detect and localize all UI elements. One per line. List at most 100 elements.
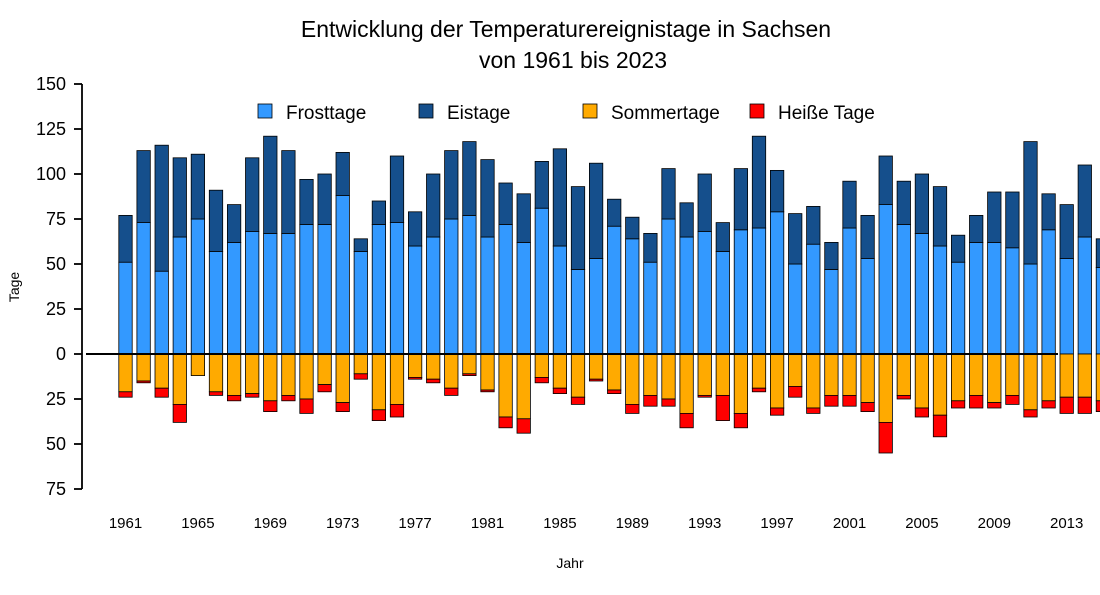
legend-label: Heiße Tage (778, 103, 875, 124)
bar-sommertage-1987 (589, 353, 604, 380)
bar-eistage-2011 (1023, 141, 1038, 265)
bar-sommertage-1970 (281, 353, 296, 396)
x-tick-label: 1981 (471, 515, 504, 532)
bar-sommertage-1983 (516, 353, 531, 420)
bar-eistage-1977 (407, 211, 423, 247)
bar-eistage-1998 (788, 213, 803, 265)
bar-eistage-2014 (1077, 164, 1092, 238)
bar-eistage-2015 (1095, 238, 1100, 269)
bar-heisse-tage-2013 (1059, 396, 1074, 414)
bar-sommertage-1996 (751, 353, 767, 389)
legend-label: Eistage (447, 103, 510, 124)
bar-frosttage-2002 (860, 258, 875, 355)
bar-eistage-2008 (969, 214, 984, 243)
bar-eistage-1969 (263, 135, 278, 234)
bar-frosttage-1985 (552, 245, 568, 355)
y-tick-label: 75 (46, 209, 66, 229)
bar-frosttage-2004 (896, 223, 911, 355)
bar-frosttage-2000 (824, 268, 839, 355)
bar-heisse-tage-2011 (1023, 409, 1038, 418)
bar-frosttage-1969 (263, 232, 278, 355)
bar-heisse-tage-1990 (643, 394, 658, 407)
bar-frosttage-1997 (770, 211, 785, 355)
bar-frosttage-1963 (154, 270, 169, 355)
bar-frosttage-1970 (281, 232, 296, 355)
legend-swatch (418, 103, 434, 119)
bar-frosttage-1982 (498, 223, 513, 355)
bar-heisse-tage-1977 (407, 376, 423, 380)
bar-sommertage-2006 (932, 353, 948, 416)
bar-eistage-2005 (914, 173, 930, 234)
x-tick-label: 1993 (688, 515, 721, 532)
bar-eistage-1979 (444, 150, 459, 220)
bar-eistage-1980 (462, 141, 477, 216)
bar-eistage-1966 (208, 189, 224, 252)
bar-eistage-2003 (878, 155, 893, 205)
bar-heisse-tage-1968 (245, 393, 260, 398)
bar-frosttage-1973 (335, 195, 350, 355)
bars-group (118, 135, 1100, 454)
bar-frosttage-2013 (1059, 258, 1074, 355)
bar-sommertage-1993 (697, 353, 712, 396)
bar-sommertage-2000 (824, 353, 839, 396)
bar-frosttage-1988 (607, 225, 622, 355)
bar-sommertage-1999 (806, 353, 821, 409)
bar-heisse-tage-1991 (661, 398, 676, 407)
bar-sommertage-1995 (733, 353, 749, 414)
bar-heisse-tage-1981 (480, 389, 495, 393)
bar-sommertage-2009 (987, 353, 1002, 403)
y-tick-label: 150 (36, 74, 66, 94)
bar-heisse-tage-1963 (154, 387, 169, 398)
bar-frosttage-1980 (462, 214, 477, 355)
bar-heisse-tage-1982 (498, 416, 513, 429)
bar-eistage-1965 (190, 153, 205, 220)
y-tick-label: 75 (46, 479, 66, 499)
bar-frosttage-1992 (679, 236, 694, 355)
bar-sommertage-1991 (661, 353, 676, 400)
bar-sommertage-1967 (226, 353, 242, 396)
bar-frosttage-2012 (1041, 229, 1056, 355)
bar-eistage-2006 (932, 186, 948, 247)
bar-eistage-1968 (245, 157, 260, 233)
bar-frosttage-1972 (317, 223, 332, 355)
bar-heisse-tage-1969 (263, 400, 278, 412)
bar-eistage-1981 (480, 159, 495, 238)
bar-heisse-tage-2008 (969, 394, 984, 409)
bar-eistage-2012 (1041, 193, 1056, 231)
bar-frosttage-2011 (1023, 263, 1038, 355)
bar-eistage-2001 (842, 180, 857, 229)
bar-sommertage-1966 (208, 353, 224, 393)
x-tick-label: 2005 (905, 515, 938, 532)
bar-frosttage-1977 (407, 245, 423, 355)
bar-eistage-1985 (552, 148, 568, 247)
bar-frosttage-1967 (226, 241, 242, 355)
bar-sommertage-1992 (679, 353, 694, 414)
bar-heisse-tage-1993 (697, 394, 712, 398)
bar-frosttage-1984 (534, 207, 549, 355)
bar-heisse-tage-1970 (281, 394, 296, 402)
bar-sommertage-1975 (371, 353, 387, 411)
bar-eistage-2009 (987, 191, 1002, 243)
bar-eistage-1971 (299, 178, 314, 225)
y-axis-label: Tage (6, 272, 22, 303)
bar-sommertage-1994 (715, 353, 730, 396)
bar-heisse-tage-1992 (679, 412, 694, 429)
bar-eistage-1984 (534, 160, 549, 209)
bar-frosttage-2015 (1095, 267, 1100, 355)
bar-frosttage-1998 (788, 263, 803, 355)
bar-heisse-tage-2001 (842, 394, 857, 407)
bar-eistage-1970 (281, 150, 296, 234)
bar-eistage-2000 (824, 241, 839, 270)
bar-sommertage-2010 (1005, 353, 1020, 396)
bar-frosttage-1964 (172, 236, 187, 355)
bar-heisse-tage-2007 (951, 400, 966, 409)
bar-eistage-1996 (751, 135, 767, 229)
bar-eistage-2013 (1059, 204, 1074, 260)
y-tick-label: 125 (36, 119, 66, 139)
bar-frosttage-2005 (914, 232, 930, 355)
bar-frosttage-2010 (1005, 247, 1020, 355)
x-tick-label: 1961 (109, 515, 142, 532)
bar-eistage-1972 (317, 173, 332, 225)
bar-frosttage-1979 (444, 218, 459, 355)
bar-eistage-2004 (896, 180, 911, 225)
